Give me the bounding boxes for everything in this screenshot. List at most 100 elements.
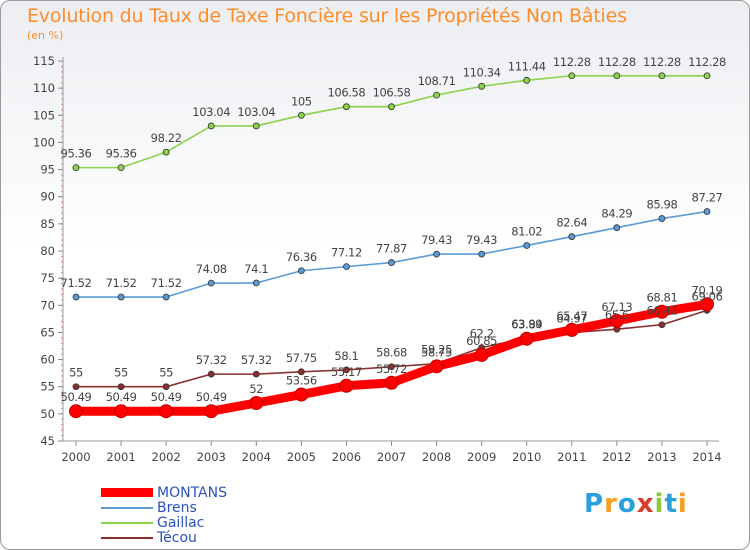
proxiti-logo: Proxiti	[584, 489, 688, 519]
data-point-tecou	[297, 368, 305, 376]
data-label-gaillac: 95.36	[61, 147, 92, 161]
data-point-brens	[117, 293, 125, 301]
data-label-brens: 74.08	[196, 262, 227, 276]
data-label-tecou: 64.97	[556, 312, 587, 326]
data-label-montans: 53.56	[286, 374, 317, 388]
data-point-montans	[249, 396, 264, 410]
data-point-gaillac	[613, 72, 621, 80]
data-point-montans	[654, 304, 669, 319]
data-label-gaillac: 105	[291, 94, 312, 108]
data-label-gaillac: 110.34	[463, 65, 501, 79]
y-tick-label: 105	[33, 108, 55, 122]
y-tick-label: 80	[40, 244, 55, 258]
data-point-brens	[478, 250, 486, 258]
x-tick-label: 2008	[422, 450, 451, 464]
data-point-gaillac	[207, 122, 215, 130]
data-label-gaillac: 98.22	[151, 131, 182, 145]
data-point-tecou	[343, 366, 350, 374]
logo-letter: x	[636, 489, 655, 519]
data-point-brens	[388, 259, 395, 266]
x-tick-label: 2006	[332, 450, 361, 464]
data-point-tecou	[658, 321, 666, 329]
data-label-montans: 50.49	[151, 390, 182, 404]
data-label-tecou: 66.42	[646, 304, 677, 318]
data-point-gaillac	[117, 164, 125, 172]
data-point-tecou	[72, 383, 80, 391]
data-point-tecou	[162, 383, 170, 391]
x-tick-label: 2007	[377, 450, 406, 464]
line-chart: 45 50 55 60 65 70 75 80 85 90 95 100 105 110 115 2000 20…	[33, 54, 726, 464]
x-tick-label: 2010	[512, 450, 541, 464]
data-point-brens	[207, 279, 215, 287]
data-label-montans: 60.85	[466, 334, 497, 348]
data-point-tecou	[388, 363, 395, 371]
series-layer	[69, 72, 714, 419]
legend-item-tecou[interactable]: Técou	[101, 530, 227, 546]
data-point-montans	[294, 387, 309, 402]
data-point-montans	[519, 331, 534, 346]
data-label-montans: 68.81	[646, 291, 677, 305]
data-label-gaillac: 108.71	[418, 74, 456, 88]
data-label-brens: 77.87	[376, 242, 407, 256]
data-label-brens: 74.1	[244, 262, 268, 276]
data-label-montans: 50.49	[61, 390, 92, 404]
data-point-gaillac	[343, 103, 350, 111]
data-label-brens: 71.52	[151, 276, 182, 290]
data-label-tecou: 57.75	[286, 351, 317, 365]
data-point-tecou	[252, 370, 260, 378]
logo-letter: i	[677, 489, 688, 519]
legend-item-gaillac[interactable]: Gaillac	[101, 515, 227, 531]
x-tick-label: 2012	[602, 450, 631, 464]
data-label-gaillac: 112.28	[553, 55, 591, 69]
data-label-tecou: 57.32	[241, 353, 272, 367]
x-tick-label: 2003	[197, 450, 226, 464]
y-tick-label: 85	[40, 217, 55, 231]
data-label-montans: 50.49	[196, 390, 227, 404]
data-label-tecou: 58.1	[334, 349, 358, 363]
data-label-tecou: 63.99	[511, 317, 542, 331]
legend-item-montans[interactable]: MONTANS	[101, 485, 227, 501]
data-label-gaillac: 111.44	[508, 59, 546, 73]
x-tick-label: 2011	[557, 450, 586, 464]
x-tick-label: 2001	[106, 450, 135, 464]
data-label-montans: 70.19	[692, 283, 723, 297]
data-label-brens: 71.52	[61, 276, 92, 290]
data-label-brens: 81.02	[511, 224, 542, 238]
data-point-brens	[252, 279, 260, 287]
logo-letter: P	[584, 489, 605, 519]
data-label-brens: 76.36	[286, 250, 317, 264]
data-point-montans	[114, 404, 129, 419]
x-tick-label: 2000	[61, 450, 90, 464]
data-label-montans: 52	[249, 382, 263, 396]
data-label-gaillac: 103.04	[192, 105, 230, 119]
data-point-gaillac	[72, 164, 80, 172]
data-label-gaillac: 112.28	[688, 55, 726, 69]
data-label-brens: 87.27	[692, 191, 723, 205]
data-label-montans: 55.17	[331, 365, 362, 379]
data-label-tecou: 59.25	[421, 343, 452, 357]
data-label-tecou: 57.32	[196, 353, 227, 367]
data-label-montans: 63.84	[511, 318, 542, 332]
data-point-brens	[162, 293, 170, 301]
data-point-gaillac	[388, 103, 395, 111]
legend-swatch-brens	[101, 506, 153, 509]
y-tick-label: 45	[40, 434, 55, 448]
data-point-brens	[433, 250, 440, 258]
y-tick-label: 55	[40, 380, 55, 394]
data-label-gaillac: 103.04	[237, 105, 275, 119]
data-point-montans	[384, 375, 399, 390]
legend-swatch-gaillac	[101, 521, 153, 524]
data-label-montans: 55.72	[376, 362, 407, 376]
legend-item-brens[interactable]: Brens	[101, 500, 227, 516]
data-label-montans: 58.75	[421, 345, 452, 359]
data-point-gaillac	[523, 76, 531, 84]
logo-letter: r	[604, 489, 618, 519]
data-point-montans	[159, 404, 174, 419]
y-tick-label: 60	[40, 353, 55, 367]
data-point-montans	[204, 404, 219, 419]
data-point-brens	[613, 224, 621, 232]
data-point-brens	[297, 267, 305, 275]
legend: MONTANS Brens Gaillac Técou	[101, 485, 227, 546]
y-tick-label: 95	[40, 163, 55, 177]
data-point-montans	[609, 313, 624, 328]
